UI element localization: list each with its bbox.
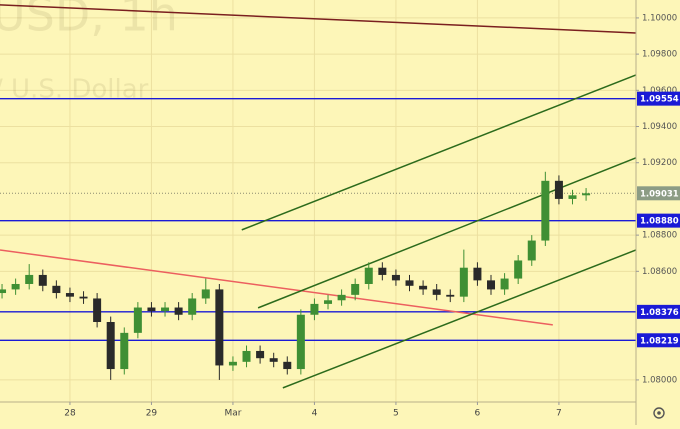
x-tick-label: 28 <box>64 409 76 419</box>
candle-body <box>419 285 428 290</box>
candle-body <box>0 289 7 294</box>
y-tick-label: 1.09800 <box>642 50 677 60</box>
candle-body <box>378 267 387 275</box>
candle-body <box>391 274 400 281</box>
candle-body <box>38 274 47 286</box>
level-box <box>637 333 680 348</box>
candle-body <box>324 300 333 304</box>
level-label: 1.08376 <box>640 308 679 318</box>
candle-body <box>93 298 102 322</box>
candle-body <box>65 293 74 297</box>
candle-body <box>269 358 278 362</box>
level-box <box>637 213 680 228</box>
trend-line <box>257 157 637 309</box>
candle-body <box>351 283 360 295</box>
candle-body <box>174 307 183 315</box>
candle-body <box>79 296 88 299</box>
x-tick-label: 29 <box>146 409 158 419</box>
candle-body <box>337 294 346 301</box>
level-label: 1.08880 <box>640 217 679 227</box>
candle-body <box>106 321 115 370</box>
candle-body <box>541 180 550 241</box>
last-price-box <box>637 186 680 201</box>
settings-icon[interactable] <box>653 407 665 419</box>
candle-body <box>161 307 170 312</box>
candle-body <box>296 314 305 370</box>
trend-line <box>0 4 637 34</box>
candle-body <box>242 350 251 362</box>
candle-body <box>52 285 61 294</box>
y-tick-label: 1.09200 <box>642 158 677 168</box>
y-tick-label: 1.09400 <box>642 122 677 132</box>
settings-ring <box>653 407 665 419</box>
candle-body <box>554 180 563 199</box>
candle-body <box>25 274 34 284</box>
candle-body <box>446 294 455 297</box>
last-price-label: 1.09031 <box>640 189 679 199</box>
watermark-subtitle: / U.S. Dollar <box>0 75 149 105</box>
y-tick-label: 1.08000 <box>642 375 677 385</box>
y-tick-label: 1.08600 <box>642 267 677 277</box>
x-tick-label: 7 <box>556 409 562 419</box>
level-box <box>637 304 680 319</box>
settings-dot <box>657 411 661 415</box>
x-tick-label: 5 <box>393 409 399 419</box>
candle-body <box>459 267 468 297</box>
candle-body <box>201 289 210 299</box>
candle-body <box>256 350 265 359</box>
trend-line <box>282 249 637 389</box>
candle-body <box>133 307 142 333</box>
candle-body <box>310 303 319 315</box>
y-tick-label: 1.09600 <box>642 86 677 96</box>
candle-body <box>120 332 129 370</box>
x-tick-label: 4 <box>312 409 318 419</box>
candle-body <box>405 280 414 286</box>
axis: 1.10000 1.09800 1.09600 1.09400 1.09200 1.088… <box>64 13 680 419</box>
level-label: 1.08219 <box>640 336 679 346</box>
trend-line <box>241 74 637 231</box>
level-label: 1.09554 <box>640 95 679 105</box>
candle-body <box>147 307 156 312</box>
candle-body <box>432 289 441 295</box>
x-tick-label: 6 <box>475 409 481 419</box>
trend-line <box>0 249 553 326</box>
candle-body <box>500 278 509 290</box>
y-tick-label: 1.08800 <box>642 231 677 241</box>
grid <box>0 0 636 402</box>
candle-body <box>514 260 523 279</box>
candle-body <box>188 298 197 315</box>
candle-body <box>11 283 20 290</box>
candle-body <box>527 240 536 261</box>
level-box <box>637 91 680 106</box>
plot <box>0 4 637 389</box>
candle-body <box>568 195 577 199</box>
candle-body <box>487 280 496 290</box>
candle-body <box>364 267 373 284</box>
candle-body <box>228 361 237 366</box>
candle-body <box>582 193 591 196</box>
candle-body <box>473 267 482 281</box>
candle-body <box>283 361 292 370</box>
candle-body <box>215 289 224 366</box>
y-tick-label: 1.10000 <box>642 13 677 23</box>
x-tick-label: Mar <box>224 409 241 419</box>
